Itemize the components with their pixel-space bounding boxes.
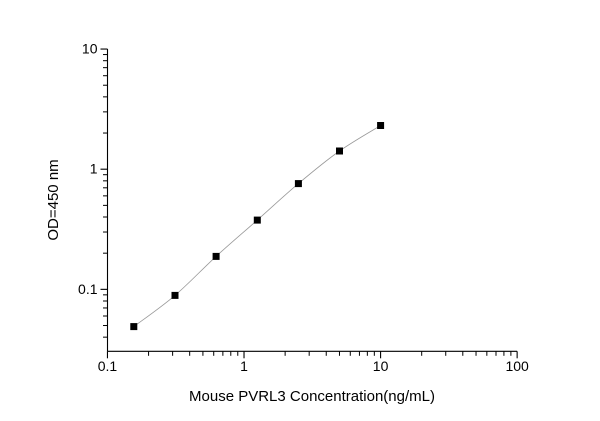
svg-text:1: 1 <box>90 161 98 177</box>
svg-text:0.1: 0.1 <box>98 358 118 374</box>
svg-text:100: 100 <box>505 358 529 374</box>
svg-text:1: 1 <box>240 358 248 374</box>
svg-text:Mouse PVRL3 Concentration(ng/m: Mouse PVRL3 Concentration(ng/mL) <box>189 388 435 405</box>
svg-text:OD=450 nm: OD=450 nm <box>45 159 62 240</box>
svg-text:0.1: 0.1 <box>78 281 98 297</box>
svg-text:10: 10 <box>373 358 389 374</box>
svg-text:10: 10 <box>82 41 98 57</box>
